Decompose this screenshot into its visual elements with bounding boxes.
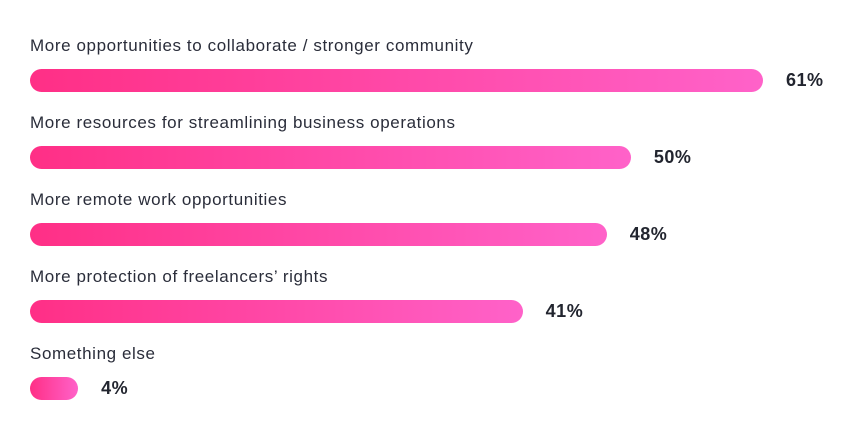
bar	[30, 223, 607, 246]
bar	[30, 377, 79, 400]
category-label: Something else	[30, 344, 156, 363]
value-label: 48%	[629, 224, 668, 244]
category-label: More remote work opportunities	[30, 190, 288, 209]
bar	[30, 69, 763, 92]
bar-row: More remote work opportunities 48%	[30, 190, 850, 267]
value-label: 4%	[101, 378, 129, 398]
category-label: More opportunities to collaborate / stro…	[30, 36, 474, 55]
bar-row: More protection of freelancers’ rights 41…	[30, 267, 850, 344]
bar	[30, 146, 631, 169]
bar-row: More resources for streamlining business…	[30, 113, 850, 190]
bar-chart: More opportunities to collaborate / stro…	[30, 36, 850, 421]
value-label: 61%	[786, 70, 824, 90]
bar-row: More opportunities to collaborate / stro…	[30, 36, 850, 113]
bar	[30, 300, 523, 323]
category-label: More protection of freelancers’ rights	[30, 267, 329, 286]
value-label: 50%	[653, 147, 692, 167]
bar-row: Something else 4%	[30, 344, 850, 421]
category-label: More resources for streamlining business…	[30, 113, 456, 132]
value-label: 41%	[545, 301, 584, 321]
